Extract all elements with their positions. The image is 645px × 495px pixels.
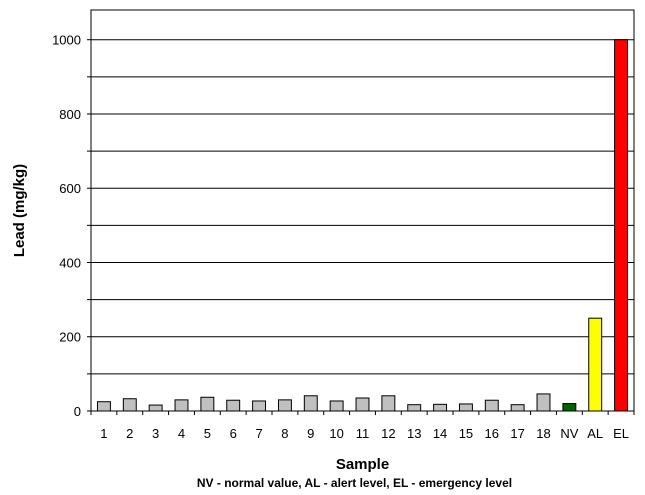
x-tick-label: 8: [281, 426, 288, 441]
plot-area-frame: [90, 9, 635, 412]
y-tick-label: 200: [59, 330, 81, 345]
x-tick-label: AL: [587, 426, 603, 441]
x-tick-label: 2: [126, 426, 133, 441]
y-axis-title: Lead (mg/kg): [11, 164, 28, 257]
bar-13: [407, 404, 422, 412]
x-axis-ticks: 1 2 3 4 5 6 7 8 9 10 11 12 13 14 15 16 17 18 NV AL EL: [90, 411, 635, 441]
bar-4: [174, 399, 189, 412]
x-tick-label: 18: [536, 426, 550, 441]
x-tick-label: 1: [100, 426, 107, 441]
x-tick-label: 14: [433, 426, 447, 441]
x-tick-label: 4: [178, 426, 185, 441]
bar-1: [96, 401, 111, 412]
bar-8: [277, 399, 292, 412]
bars: [96, 39, 629, 412]
bar-11: [355, 397, 370, 412]
x-tick-label: 5: [204, 426, 211, 441]
chart-caption: NV - normal value, AL - alert level, EL …: [197, 476, 512, 490]
bar-AL: [588, 317, 603, 412]
bar-2: [122, 398, 137, 412]
y-axis-ticks: 0 200 400 600 800 1000: [52, 33, 91, 419]
x-tick-label: 9: [307, 426, 314, 441]
bar-14: [433, 403, 448, 412]
x-axis-title: Sample: [336, 456, 389, 473]
x-tick-label: 17: [510, 426, 524, 441]
x-tick-label: 11: [356, 426, 370, 441]
bar-10: [329, 400, 344, 412]
y-tick-label: 800: [59, 107, 81, 122]
bar-3: [148, 404, 163, 412]
bar-18: [536, 393, 551, 412]
bar-NV: [562, 403, 577, 412]
y-tick-label: 0: [74, 404, 81, 419]
bar-16: [484, 399, 499, 412]
bar-EL: [614, 39, 629, 412]
grid-lines: [91, 39, 634, 375]
x-tick-label: 16: [485, 426, 499, 441]
bar-12: [381, 395, 396, 412]
bar-5: [200, 396, 215, 412]
bar-7: [252, 400, 267, 412]
x-tick-label: 10: [329, 426, 343, 441]
x-tick-label: 3: [152, 426, 159, 441]
x-tick-label: 6: [230, 426, 237, 441]
x-tick-label: 12: [381, 426, 395, 441]
y-tick-label: 600: [59, 181, 81, 196]
x-tick-label: 7: [255, 426, 262, 441]
bar-15: [458, 403, 473, 412]
x-tick-label: NV: [560, 426, 578, 441]
bar-6: [226, 399, 241, 412]
bar-9: [303, 395, 318, 412]
x-tick-label: 15: [459, 426, 473, 441]
x-tick-label: EL: [613, 426, 629, 441]
bar-17: [510, 404, 525, 412]
y-tick-label: 400: [59, 255, 81, 270]
y-tick-label: 1000: [52, 33, 81, 48]
x-tick-label: 13: [407, 426, 421, 441]
